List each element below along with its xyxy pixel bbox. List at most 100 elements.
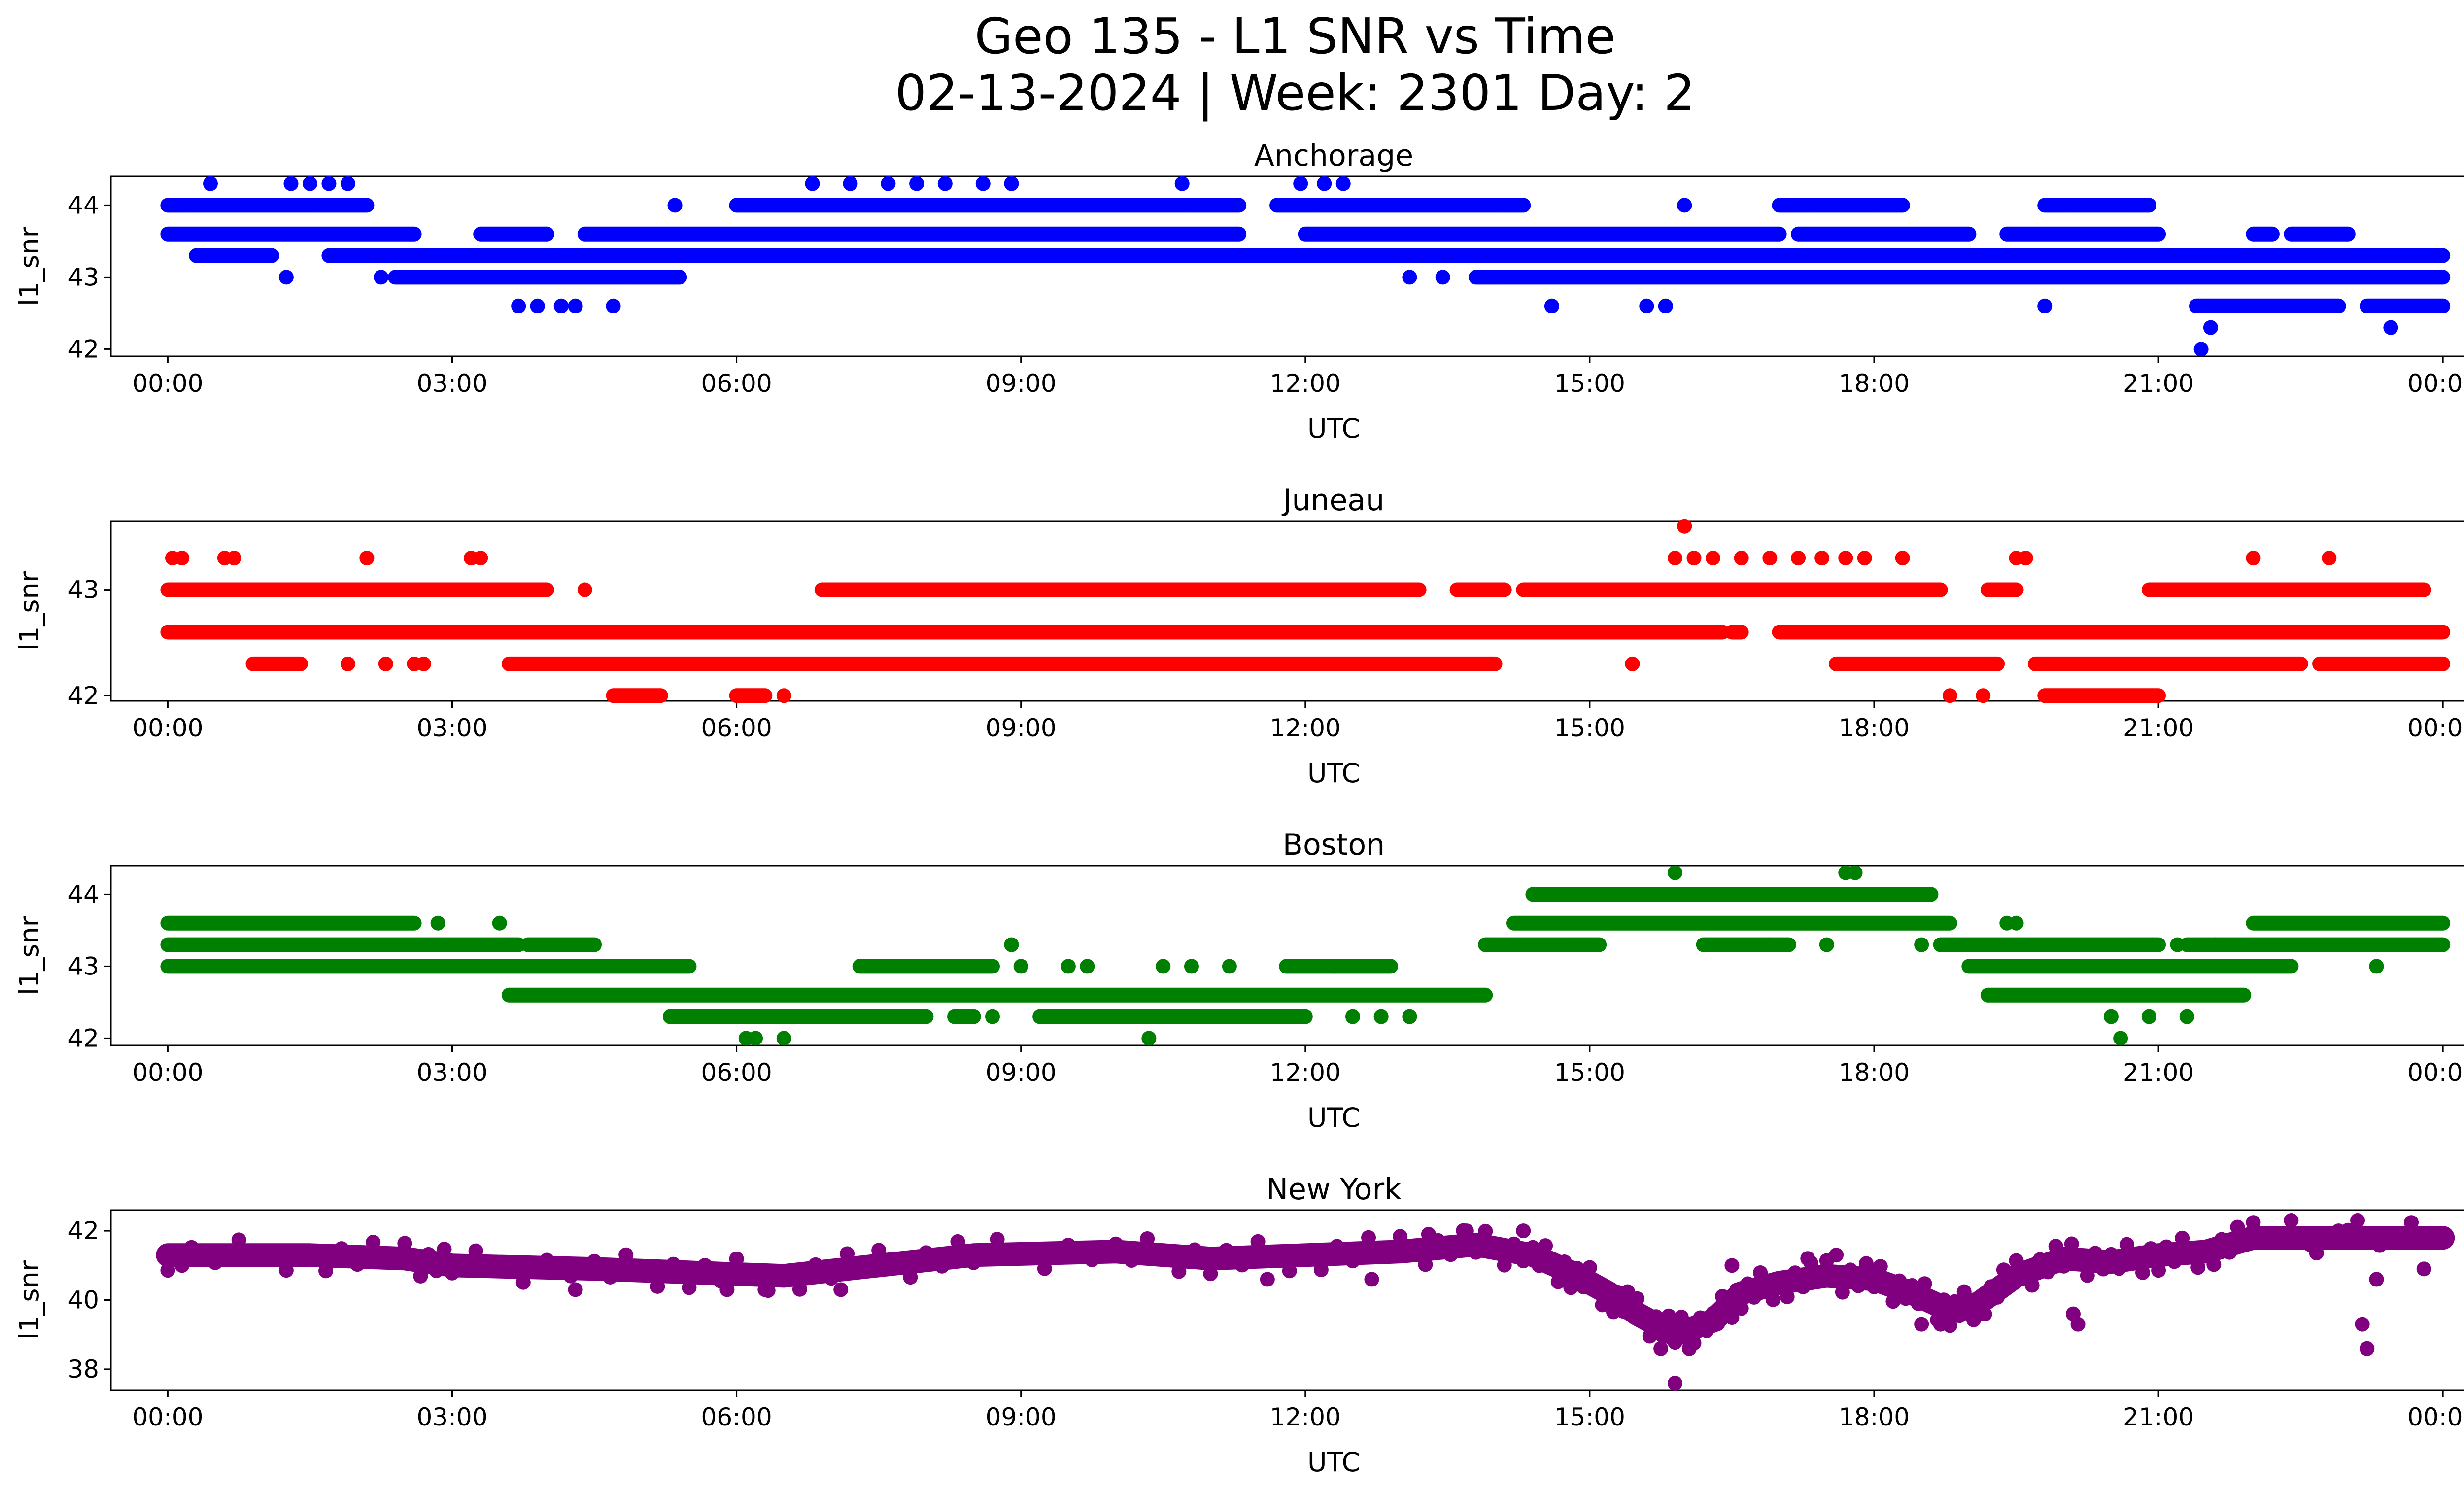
data-point [618, 1247, 634, 1262]
data-point [1661, 1308, 1677, 1323]
x-tick-label: 09:00 [986, 714, 1057, 742]
data-point [568, 1282, 583, 1297]
subplot-title: New York [1266, 1172, 1402, 1207]
data-point [2372, 1238, 2387, 1253]
data-point [1506, 1236, 1521, 1252]
data-point [318, 1263, 334, 1279]
data-point [2203, 320, 2218, 335]
x-axis-label: UTC [1307, 1447, 1360, 1478]
data-point [2072, 1252, 2087, 1267]
data-point [1762, 551, 1778, 566]
data-point [2002, 1273, 2018, 1288]
data-point [805, 176, 820, 191]
data-point [2032, 1252, 2048, 1267]
data-point [2103, 1247, 2119, 1262]
x-tick-label: 00:00 [2407, 1058, 2464, 1087]
data-point [1681, 1341, 1697, 1356]
data-point-run [245, 656, 308, 671]
data-point [413, 1268, 428, 1284]
data-point [2037, 298, 2053, 313]
data-point [1478, 1223, 1493, 1239]
data-point [1971, 1296, 1986, 1311]
data-point [1329, 1239, 1344, 1254]
data-point [2175, 1230, 2190, 1246]
data-point [1538, 1238, 1553, 1253]
data-point [1588, 1279, 1604, 1294]
data-point-run [1961, 959, 2299, 974]
data-point-run [662, 1009, 934, 1024]
y-axis-label: l1_snr [14, 1260, 45, 1340]
data-point [473, 551, 488, 566]
data-point [255, 1248, 270, 1263]
data-point [1080, 959, 1095, 974]
data-point [1843, 1262, 1858, 1278]
data-point [903, 1270, 918, 1285]
plot-area [110, 520, 2464, 702]
data-point [776, 688, 791, 703]
data-point [302, 1248, 317, 1263]
data-point-run [160, 937, 526, 952]
data-point [1250, 1234, 1266, 1249]
data-point [1013, 1246, 1028, 1261]
data-point [934, 1258, 950, 1274]
data-point [577, 582, 592, 597]
data-point-run [2246, 915, 2451, 931]
x-tick-label: 09:00 [986, 1058, 1057, 1087]
data-point [1686, 551, 1702, 566]
data-point [1693, 1310, 1708, 1325]
x-tick-label: 15:00 [1554, 1403, 1625, 1431]
data-point [2018, 551, 2033, 566]
x-tick-label: 15:00 [1554, 714, 1625, 742]
data-point [919, 1245, 934, 1260]
data-point [950, 1234, 965, 1249]
data-point [1004, 937, 1019, 952]
data-point [283, 176, 299, 191]
data-point-run [1525, 887, 1939, 902]
data-point [2179, 1009, 2194, 1024]
x-tick-label: 12:00 [1270, 1058, 1341, 1087]
data-point [792, 1282, 807, 1297]
data-point-run [388, 270, 687, 285]
data-point [2135, 1265, 2151, 1280]
data-point [1335, 176, 1351, 191]
data-point [990, 1232, 1005, 1247]
data-point [1655, 1328, 1670, 1343]
data-point [1762, 937, 1778, 952]
data-point [1234, 1257, 1250, 1273]
data-point [378, 656, 393, 671]
data-point-run [1933, 937, 2166, 952]
data-point-run [1772, 198, 1910, 213]
data-point [1497, 1257, 1512, 1273]
data-point [2322, 551, 2337, 566]
data-point [1582, 1260, 1597, 1275]
data-point [840, 1246, 855, 1261]
data-point [2024, 1278, 2040, 1293]
data-point [2284, 1213, 2299, 1228]
data-point [748, 1031, 763, 1046]
data-point [2151, 1263, 2166, 1278]
data-point [745, 1267, 760, 1283]
x-tick-label: 03:00 [416, 714, 487, 742]
data-point [421, 1247, 436, 1262]
data-point [1459, 1223, 1474, 1239]
data-point [340, 176, 355, 191]
data-point [2056, 1258, 2071, 1274]
x-tick-label: 12:00 [1270, 714, 1341, 742]
data-point [1923, 1294, 1939, 1310]
data-point [1668, 1335, 1683, 1350]
data-point [1724, 1310, 1740, 1325]
data-point [1435, 270, 1450, 285]
data-point-run [2189, 298, 2346, 313]
data-point [2246, 551, 2261, 566]
data-point-run [520, 937, 602, 952]
data-point [1729, 1283, 1745, 1298]
data-point [492, 915, 507, 931]
data-point [1835, 1285, 1850, 1300]
data-point [2226, 1237, 2242, 1252]
data-point [1345, 1009, 1360, 1024]
data-point [729, 1251, 744, 1266]
data-point [511, 298, 526, 313]
data-point [430, 915, 445, 931]
data-point [1469, 1245, 1484, 1260]
data-point [1402, 270, 1417, 285]
